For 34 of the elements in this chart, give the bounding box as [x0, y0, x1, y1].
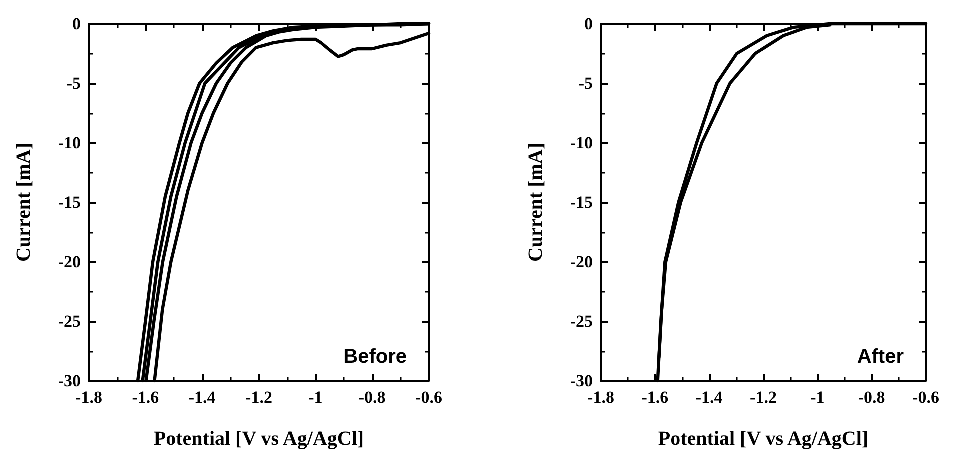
y-tick-label: -30	[570, 372, 593, 390]
y-tick-label: 0	[584, 14, 593, 34]
x-tick-label: -1.4	[188, 388, 216, 407]
y-tick-label: -25	[570, 312, 593, 331]
x-axis-title: Potential [V vs Ag/AgCl]	[154, 428, 364, 450]
x-tick-label: -0.6	[416, 388, 442, 407]
x-tick-label: -1.8	[76, 388, 102, 407]
y-tick-label: -10	[58, 134, 81, 152]
y-axis-title: Current [mA]	[13, 142, 35, 262]
x-tick-label: -1.2	[750, 388, 777, 407]
x-tick-label: -1.6	[642, 388, 669, 407]
annotation: Before	[344, 346, 408, 368]
y-tick-label: 0	[72, 14, 81, 34]
x-tick-label: -1	[810, 388, 825, 407]
x-tick-label: -1.2	[246, 388, 272, 407]
y-tick-label: -20	[58, 252, 81, 272]
y-tick-label: -15	[570, 193, 593, 212]
y-tick-label: -30	[58, 372, 81, 390]
x-tick-label: -1.8	[588, 388, 614, 407]
y-axis-title: Current [mA]	[525, 142, 547, 262]
x-tick-label: -0.6	[912, 388, 940, 407]
y-tick-label: -5	[578, 74, 593, 93]
y-tick-label: -15	[58, 193, 81, 212]
x-tick-label: -0.8	[858, 388, 886, 407]
annotation: After	[857, 346, 904, 368]
y-tick-label: -20	[570, 252, 593, 272]
y-tick-label: -5	[66, 74, 81, 93]
y-tick-label: -25	[58, 312, 81, 331]
x-tick-label: -1.6	[132, 388, 160, 407]
x-axis-title: Potential [V vs Ag/AgCl]	[658, 428, 869, 450]
x-tick-label: -1	[308, 388, 323, 407]
y-tick-label: -10	[570, 134, 593, 152]
x-tick-label: -1.4	[696, 388, 724, 407]
x-tick-label: -0.8	[358, 388, 386, 407]
